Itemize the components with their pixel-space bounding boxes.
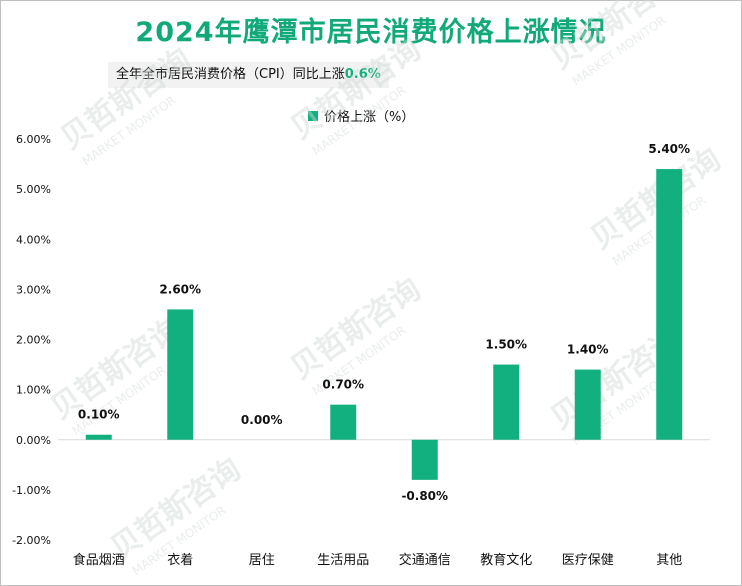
bar	[574, 369, 601, 440]
data-label: 0.70%	[322, 378, 364, 392]
bar	[656, 169, 683, 440]
data-label: 5.40%	[648, 142, 690, 156]
data-label: 0.10%	[78, 408, 120, 422]
bar	[167, 309, 194, 440]
category-label: 其他	[656, 553, 682, 568]
y-tick-label: -1.00%	[12, 484, 51, 497]
y-tick-label: 4.00%	[16, 233, 51, 246]
bar	[411, 439, 438, 480]
y-tick-label: 3.00%	[16, 283, 51, 296]
legend: 价格上涨（%）	[308, 106, 414, 125]
y-tick-label: 6.00%	[16, 133, 51, 146]
legend-label: 价格上涨（%）	[324, 110, 415, 125]
data-label: 1.40%	[567, 343, 609, 357]
bar	[330, 404, 357, 440]
data-label: 2.60%	[159, 282, 201, 296]
y-tick-label: -2.00%	[12, 534, 51, 547]
y-tick-label: 0.00%	[16, 434, 51, 447]
y-tick-label: 1.00%	[16, 384, 51, 397]
category-label: 交通通信	[399, 552, 451, 568]
subtitle-box: 全年全市居民消费价格（CPI）同比上涨0.6%	[108, 62, 389, 88]
subtitle-highlight: 0.6%	[344, 67, 381, 82]
data-label: -0.80%	[401, 489, 448, 503]
category-label: 医疗保健	[562, 553, 614, 568]
bar	[493, 364, 520, 440]
category-label: 食品烟酒	[73, 552, 125, 568]
bar	[85, 434, 112, 440]
category-label: 衣着	[167, 552, 193, 568]
category-label: 居住	[249, 553, 275, 568]
category-label: 生活用品	[317, 553, 369, 568]
data-label: 1.50%	[485, 338, 527, 352]
category-label: 教育文化	[480, 552, 532, 568]
subtitle-text: 全年全市居民消费价格（CPI）同比上涨	[116, 67, 345, 82]
y-tick-label: 5.00%	[16, 183, 51, 196]
data-label: 0.00%	[241, 413, 283, 427]
watermark-cn: 贝哲斯咨询	[545, 0, 688, 77]
y-tick-label: 2.00%	[16, 334, 51, 347]
legend-swatch	[308, 110, 318, 121]
chart-title: 2024年鹰潭市居民消费价格上涨情况	[135, 17, 607, 48]
